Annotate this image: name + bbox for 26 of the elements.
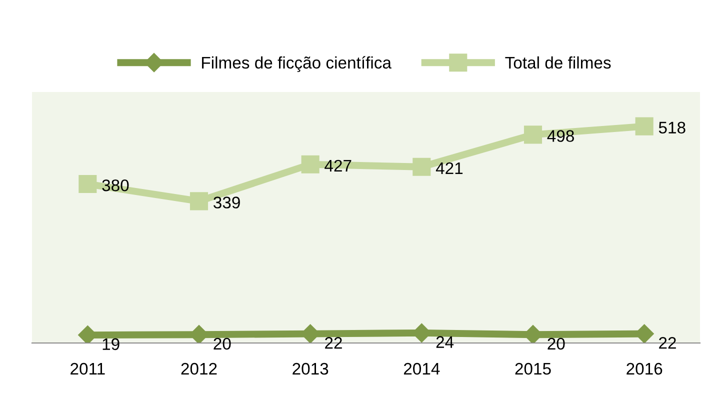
data-label: 20 bbox=[548, 338, 565, 350]
legend-label: Total de filmes bbox=[505, 56, 611, 69]
data-label: 421 bbox=[436, 162, 463, 174]
point bbox=[412, 158, 431, 176]
x-tick-label: 2011 bbox=[70, 362, 105, 375]
legend-label: Filmes de ficção científica bbox=[202, 56, 392, 72]
x-tick-label: 2014 bbox=[404, 362, 440, 375]
data-label: 380 bbox=[102, 179, 129, 192]
data-label: 22 bbox=[659, 337, 676, 349]
point bbox=[301, 155, 320, 174]
x-tick-label: 2015 bbox=[515, 362, 551, 375]
data-label: 19 bbox=[102, 338, 120, 350]
x-tick-label: 2012 bbox=[181, 362, 217, 375]
data-label: 339 bbox=[214, 196, 240, 208]
point bbox=[635, 117, 654, 136]
data-label: 518 bbox=[658, 122, 686, 134]
x-tick-label: 2016 bbox=[626, 362, 662, 375]
data-label: 24 bbox=[436, 336, 454, 348]
point bbox=[190, 192, 208, 210]
data-label: 22 bbox=[325, 337, 342, 349]
data-label: 498 bbox=[547, 130, 574, 142]
x-tick-label: 2013 bbox=[292, 362, 328, 375]
point bbox=[78, 175, 97, 194]
data-label: 20 bbox=[214, 338, 231, 350]
point bbox=[524, 126, 542, 144]
data-label: 427 bbox=[324, 160, 352, 172]
